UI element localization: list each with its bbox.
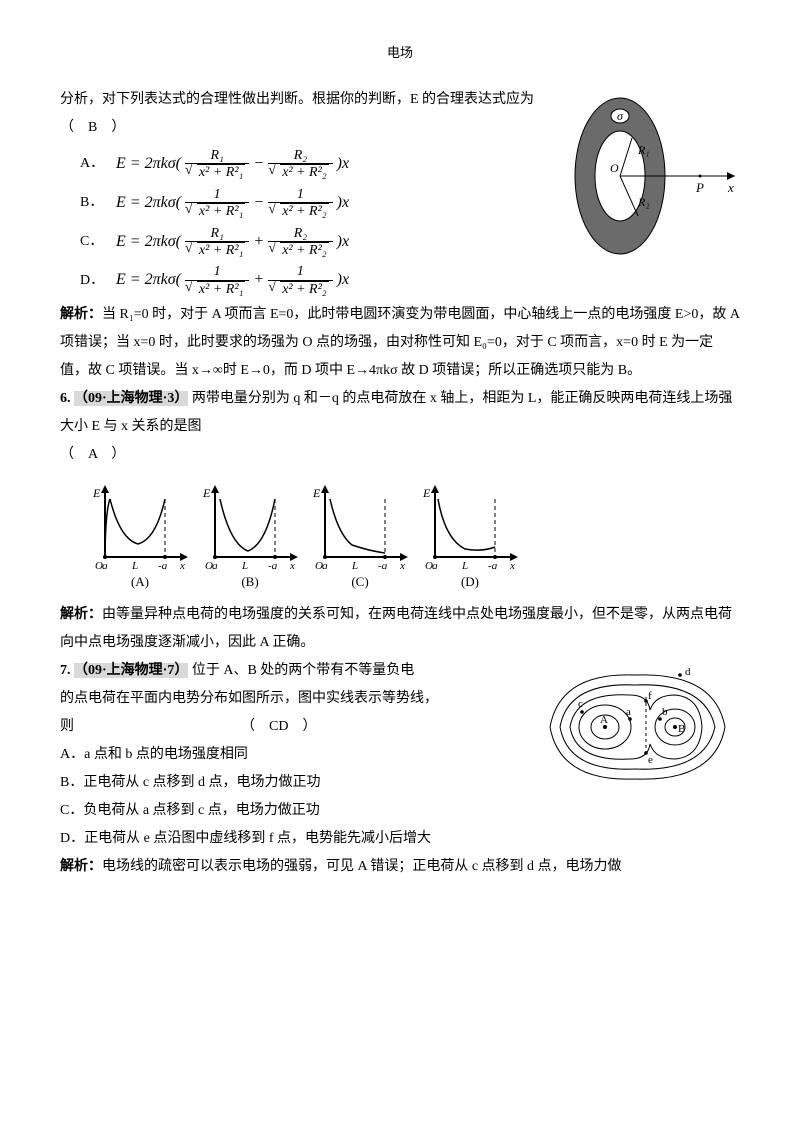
svg-text:E: E — [312, 486, 321, 500]
svg-text:c: c — [578, 698, 583, 710]
svg-text:-q: -q — [378, 560, 388, 569]
header-title: 电场 — [387, 45, 413, 60]
q6-analysis: 解析：由等量异种点电荷的电场强度的关系可知，在两电荷连线中点处电场强度最小，但不… — [60, 601, 740, 657]
q6-analysis-text: 由等量异种点电荷的电场强度的关系可知，在两电荷连线中点处电场强度最小，但不是零，… — [60, 607, 732, 650]
q7-stem3-prefix: 则 — [60, 719, 74, 734]
p-label: P — [695, 180, 704, 195]
q6-chart-c: E q -q x L O (C) — [310, 479, 410, 595]
q6-chart-a-label: (A) — [90, 569, 190, 595]
q6-analysis-label: 解析： — [60, 607, 102, 622]
q6-chart-b-label: (B) — [200, 569, 300, 595]
option-d-label: D． — [80, 267, 116, 295]
svg-text:x: x — [509, 560, 515, 569]
svg-text:B: B — [678, 723, 685, 735]
r2-label: R₂ — [637, 195, 650, 209]
analysis-1-label: 解析： — [60, 307, 102, 322]
ring-figure: σ R₁ R₂ O P x — [560, 86, 740, 277]
svg-text:L: L — [461, 560, 468, 569]
q6-chart-d-label: (D) — [420, 569, 520, 595]
option-c-label: C． — [80, 228, 116, 256]
q6-charts: E q -q x L O (A) E q -q x L O (B) — [90, 479, 740, 595]
x-axis-label: x — [727, 180, 734, 195]
svg-text:a: a — [626, 706, 631, 718]
option-a-formula: E = 2πkσ( R₁x² + R²₁ − R₂x² + R²₂ )x — [116, 148, 349, 181]
svg-text:-q: -q — [488, 560, 498, 569]
q6-source: （09·上海物理·3） — [74, 391, 188, 406]
svg-text:-q: -q — [158, 560, 168, 569]
q7-analysis-label: 解析： — [60, 859, 102, 874]
page-header: 电场 — [60, 40, 740, 66]
q7-analysis: 解析：电场线的疏密可以表示电场的强弱，可见 A 错误；正电荷从 c 点移到 d … — [60, 853, 740, 881]
q6-chart-d: E q -q x L O (D) — [420, 479, 520, 595]
option-c-formula: E = 2πkσ( R₁x² + R²₁ + R₂x² + R²₂ )x — [116, 226, 349, 259]
svg-text:L: L — [131, 560, 138, 569]
svg-text:A: A — [600, 714, 608, 726]
svg-text:L: L — [241, 560, 248, 569]
q7-number: 7. — [60, 663, 71, 678]
svg-text:O: O — [205, 560, 213, 569]
q7-opt-d: D．正电荷从 e 点沿图中虚线移到 f 点，电势能先减小后增大 — [60, 825, 740, 853]
svg-text:E: E — [92, 486, 101, 500]
q6-chart-a: E q -q x L O (A) — [90, 479, 190, 595]
analysis-1: 解析：当 R₁=0 时，对于 A 项而言 E=0，此时带电圆环演变为带电圆面，中… — [60, 301, 740, 385]
q6-answer: （ A ） — [60, 441, 740, 469]
option-b-formula: E = 2πkσ( 1x² + R²₁ − 1x² + R²₂ )x — [116, 187, 349, 220]
option-d: D． E = 2πkσ( 1x² + R²₁ + 1x² + R²₂ )x — [80, 264, 550, 297]
svg-text:-q: -q — [268, 560, 278, 569]
svg-text:x: x — [399, 560, 405, 569]
svg-text:f: f — [648, 690, 652, 702]
q6-chart-b: E q -q x L O (B) — [200, 479, 300, 595]
option-b: B． E = 2πkσ( 1x² + R²₁ − 1x² + R²₂ )x — [80, 187, 550, 220]
svg-text:E: E — [202, 486, 211, 500]
option-a: A． E = 2πkσ( R₁x² + R²₁ − R₂x² + R²₂ )x — [80, 148, 550, 181]
q7-stem1: 位于 A、B 处的两个带有不等量负电 — [192, 663, 414, 678]
svg-text:b: b — [662, 706, 668, 718]
option-b-label: B． — [80, 189, 116, 217]
svg-text:e: e — [648, 754, 653, 766]
q7-answer: （ CD ） — [241, 719, 316, 734]
o-label: O — [610, 161, 619, 175]
q7-source: （09·上海物理·7） — [74, 663, 188, 678]
q6-chart-c-label: (C) — [310, 569, 410, 595]
svg-text:L: L — [351, 560, 358, 569]
svg-text:x: x — [289, 560, 295, 569]
r1-label: R₁ — [637, 143, 650, 157]
svg-text:O: O — [95, 560, 103, 569]
svg-text:E: E — [422, 486, 431, 500]
q7-figure: A B a b c d e f — [530, 657, 740, 808]
svg-text:O: O — [425, 560, 433, 569]
svg-text:O: O — [315, 560, 323, 569]
svg-text:x: x — [179, 560, 185, 569]
svg-text:d: d — [685, 666, 691, 678]
q6-number: 6. — [60, 391, 71, 406]
analysis-1-text: 当 R₁=0 时，对于 A 项而言 E=0，此时带电圆环演变为带电圆面，中心轴线… — [60, 307, 739, 378]
option-d-formula: E = 2πkσ( 1x² + R²₁ + 1x² + R²₂ )x — [116, 264, 349, 297]
option-a-label: A． — [80, 150, 116, 178]
q7-analysis-text: 电场线的疏密可以表示电场的强弱，可见 A 错误；正电荷从 c 点移到 d 点，电… — [102, 859, 622, 874]
q6-stem: 6. （09·上海物理·3） 两带电量分别为 q 和－q 的点电荷放在 x 轴上… — [60, 385, 740, 441]
option-c: C． E = 2πkσ( R₁x² + R²₁ + R₂x² + R²₂ )x — [80, 226, 550, 259]
